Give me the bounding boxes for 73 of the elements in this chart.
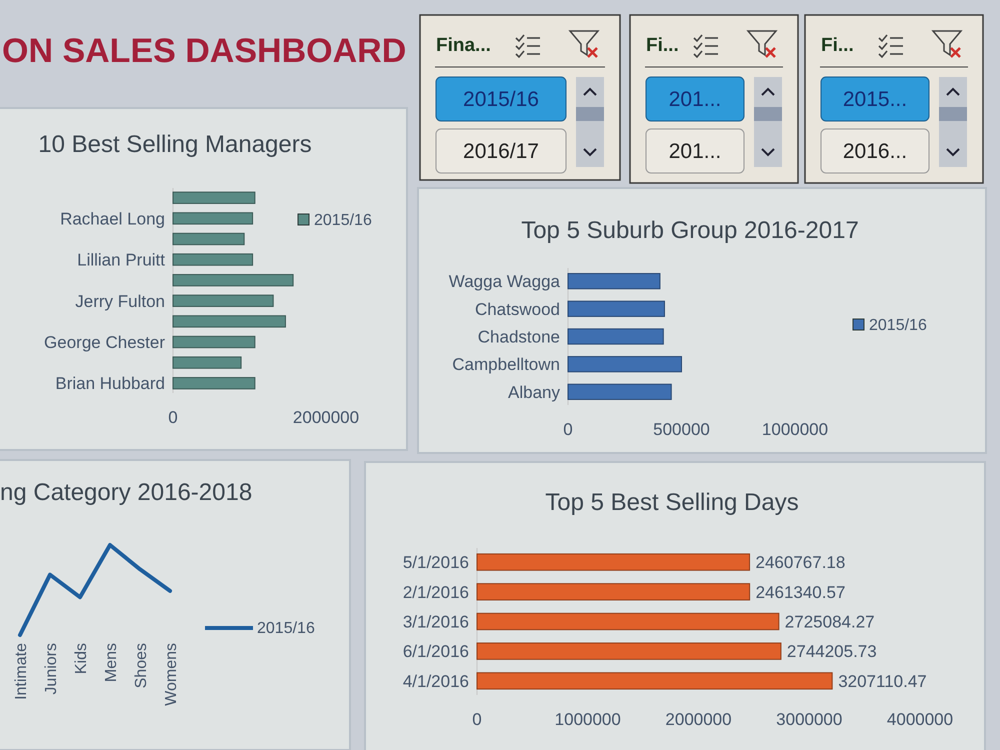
y-tick-label: Wagga Wagga bbox=[448, 272, 561, 292]
text: Fi... bbox=[646, 35, 679, 56]
bar bbox=[568, 356, 682, 372]
x-tick-label: 500000 bbox=[653, 420, 710, 439]
y-tick-label: Chadstone bbox=[478, 328, 560, 346]
x-tick-label: Kids bbox=[73, 643, 90, 674]
bar bbox=[568, 384, 672, 400]
x-tick-label: 2000000 bbox=[665, 710, 732, 729]
x-tick-label: 0 bbox=[563, 420, 573, 439]
bar bbox=[172, 212, 254, 225]
bar bbox=[172, 377, 256, 390]
y-tick-label: 2/1/2016 bbox=[402, 582, 469, 602]
bar bbox=[476, 612, 780, 630]
y-tick-label: George Chester bbox=[44, 333, 166, 352]
chart-title: ng Category 2016-2018 bbox=[0, 479, 252, 506]
x-tick-label: Intimate bbox=[13, 642, 30, 700]
bar bbox=[476, 553, 750, 571]
text: 201... bbox=[668, 140, 722, 163]
legend-label: 2015/16 bbox=[869, 317, 927, 334]
bar bbox=[476, 672, 833, 690]
bar bbox=[172, 315, 286, 328]
bar bbox=[172, 356, 242, 369]
bar bbox=[172, 192, 256, 204]
data-label: 2461340.57 bbox=[756, 582, 846, 602]
bar bbox=[172, 232, 245, 246]
data-label: 2725084.27 bbox=[784, 612, 875, 632]
bar bbox=[568, 273, 660, 290]
text: 2015... bbox=[842, 88, 908, 111]
x-tick-label: 0 bbox=[472, 710, 482, 729]
chart-title: Top 5 Suburb Group 2016-2017 bbox=[521, 217, 859, 244]
x-tick-label: 4000000 bbox=[886, 710, 954, 729]
x-tick-label: Juniors bbox=[43, 643, 60, 695]
data-label: 3207110.47 bbox=[838, 672, 927, 691]
chart-title: Top 5 Best Selling Days bbox=[545, 489, 799, 516]
x-tick-label: 3000000 bbox=[776, 710, 842, 729]
text: 2016/17 bbox=[463, 140, 539, 163]
y-tick-label: Campbelltown bbox=[452, 355, 560, 374]
x-tick-label: Womens bbox=[163, 643, 180, 706]
text: 201... bbox=[668, 88, 722, 111]
legend-label: 2015/16 bbox=[314, 212, 372, 229]
y-tick-label: Rachael Long bbox=[60, 209, 165, 228]
bar bbox=[172, 253, 254, 266]
text: Fi... bbox=[821, 35, 854, 56]
y-tick-label: 6/1/2016 bbox=[402, 642, 469, 662]
text: Fina... bbox=[436, 35, 491, 56]
x-tick-label: Mens bbox=[103, 643, 120, 682]
y-tick-label: Lillian Pruitt bbox=[77, 250, 166, 270]
bar bbox=[172, 336, 256, 348]
bar bbox=[476, 642, 782, 660]
y-tick-label: 5/1/2016 bbox=[402, 553, 469, 572]
y-tick-label: 3/1/2016 bbox=[402, 612, 469, 632]
text: ON SALES DASHBOARD bbox=[2, 32, 406, 70]
data-label: 2460767.18 bbox=[756, 553, 846, 572]
y-tick-label: Brian Hubbard bbox=[55, 374, 165, 394]
x-tick-label: 1000000 bbox=[554, 710, 621, 729]
bar bbox=[568, 300, 665, 317]
chart-title: 10 Best Selling Managers bbox=[38, 131, 312, 158]
legend-label: 2015/16 bbox=[257, 620, 315, 637]
x-tick-label: Shoes bbox=[133, 643, 150, 688]
bar bbox=[172, 294, 274, 307]
y-tick-label: 4/1/2016 bbox=[402, 672, 469, 691]
bar bbox=[476, 583, 750, 600]
x-tick-label: 0 bbox=[168, 408, 178, 427]
data-label: 2744205.73 bbox=[786, 642, 877, 662]
text: 2016... bbox=[842, 140, 908, 163]
y-tick-label: Chatswood bbox=[474, 300, 560, 319]
text: 2015/16 bbox=[463, 88, 539, 111]
y-tick-label: Albany bbox=[508, 382, 560, 402]
x-tick-label: 1000000 bbox=[762, 420, 828, 439]
y-tick-label: Jerry Fulton bbox=[75, 292, 165, 311]
x-tick-label: 2000000 bbox=[292, 408, 360, 427]
bar bbox=[172, 274, 294, 286]
bar bbox=[568, 328, 664, 345]
